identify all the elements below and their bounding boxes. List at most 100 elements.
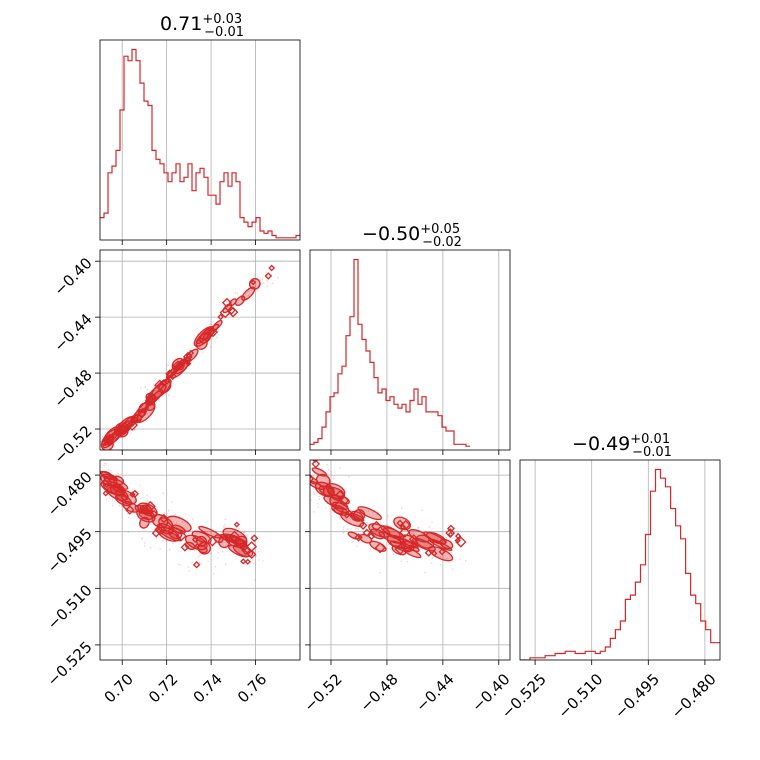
sample-point — [187, 566, 190, 568]
sample-point — [317, 503, 319, 505]
contour-outline — [219, 306, 231, 319]
sample-point — [453, 537, 455, 539]
sample-point — [188, 349, 191, 352]
contour-outline — [250, 279, 257, 286]
sample-point — [317, 506, 320, 508]
sample-point — [356, 545, 358, 547]
x-tick-label: 0.76 — [234, 670, 270, 706]
sample-point — [196, 532, 198, 534]
sample-point — [127, 516, 130, 518]
contour-outline — [203, 327, 212, 336]
contour-outline — [335, 490, 345, 500]
sample-point — [339, 467, 342, 469]
sample-point — [253, 274, 256, 277]
sample-point — [102, 452, 104, 454]
sample-point — [464, 559, 467, 562]
sample-point — [417, 527, 420, 529]
sample-point — [400, 507, 403, 510]
sample-point — [439, 564, 442, 566]
sample-point — [314, 492, 316, 494]
sample-point — [146, 494, 148, 496]
contour-level — [241, 286, 256, 301]
contour-outline — [124, 426, 131, 433]
title-value: −0.50 — [362, 223, 420, 245]
contour-outline — [118, 425, 128, 434]
contour-outline — [230, 534, 238, 543]
sample-point — [261, 278, 264, 280]
contour-outline — [311, 460, 321, 469]
sample-point — [111, 454, 113, 456]
sample-point — [420, 548, 422, 551]
sample-point — [94, 442, 96, 444]
sample-point — [387, 543, 390, 546]
contour-outline — [338, 495, 350, 506]
contour-outline — [244, 558, 251, 565]
contour-outline — [101, 476, 113, 489]
axes-frame — [519, 459, 721, 661]
x-tick-label: 0.70 — [101, 670, 137, 706]
sample-point — [133, 429, 135, 432]
contour-outline — [207, 327, 218, 338]
sample-point — [237, 292, 239, 295]
x-tick-label: −0.510 — [554, 670, 606, 722]
title-err-plus: +0.03 — [202, 12, 242, 27]
contour-outline — [192, 561, 201, 569]
sample-point — [109, 469, 112, 472]
sample-point — [431, 557, 434, 559]
sample-point — [188, 570, 191, 572]
x-tick-label: 0.74 — [190, 670, 226, 706]
sample-point — [179, 564, 182, 566]
sample-point — [238, 299, 240, 301]
x-tick-label: −0.44 — [412, 670, 457, 715]
contour-outline — [438, 548, 446, 556]
sample-point — [162, 492, 165, 495]
contour-level — [198, 525, 222, 539]
sample-point — [198, 562, 201, 564]
sample-point — [251, 559, 254, 561]
contour-outline — [400, 520, 411, 530]
sample-point — [413, 532, 415, 534]
sample-point — [342, 528, 345, 531]
contour-outline — [191, 536, 199, 543]
contour-outline — [367, 532, 376, 541]
sample-point — [313, 511, 315, 513]
contour-outline — [168, 372, 177, 381]
joint-panel-1-2 — [309, 447, 467, 574]
sample-point — [343, 526, 345, 528]
sample-point — [316, 486, 318, 488]
x-tick-label: −0.480 — [668, 670, 720, 722]
sample-point — [167, 364, 169, 366]
sample-point — [210, 346, 212, 348]
sample-point — [339, 518, 342, 520]
sample-point — [265, 271, 268, 273]
contour-outline — [454, 532, 462, 540]
sample-point — [257, 551, 259, 553]
contour-outline — [250, 534, 259, 543]
sample-point — [460, 538, 462, 541]
sample-point — [312, 491, 314, 494]
sample-point — [103, 464, 105, 467]
sample-point — [428, 526, 430, 528]
sample-point — [107, 468, 110, 471]
contour-outline — [310, 474, 315, 483]
sample-point — [442, 535, 445, 537]
sample-point — [164, 393, 166, 395]
sample-point — [367, 510, 370, 512]
sample-point — [191, 354, 194, 357]
sample-point — [344, 447, 346, 449]
contour-level — [439, 538, 454, 550]
sample-point — [202, 351, 204, 353]
sample-point — [105, 498, 108, 501]
sample-point — [309, 454, 311, 456]
sample-point — [144, 542, 146, 544]
contour-outline — [103, 436, 112, 445]
sample-point — [258, 559, 260, 561]
contour-level — [138, 402, 149, 414]
sample-point — [197, 556, 200, 558]
contour-outline — [180, 542, 190, 552]
contour-outline — [182, 351, 193, 362]
sample-point — [195, 350, 197, 353]
contour-level — [357, 506, 382, 521]
y-tick-label: −0.495 — [44, 525, 96, 577]
